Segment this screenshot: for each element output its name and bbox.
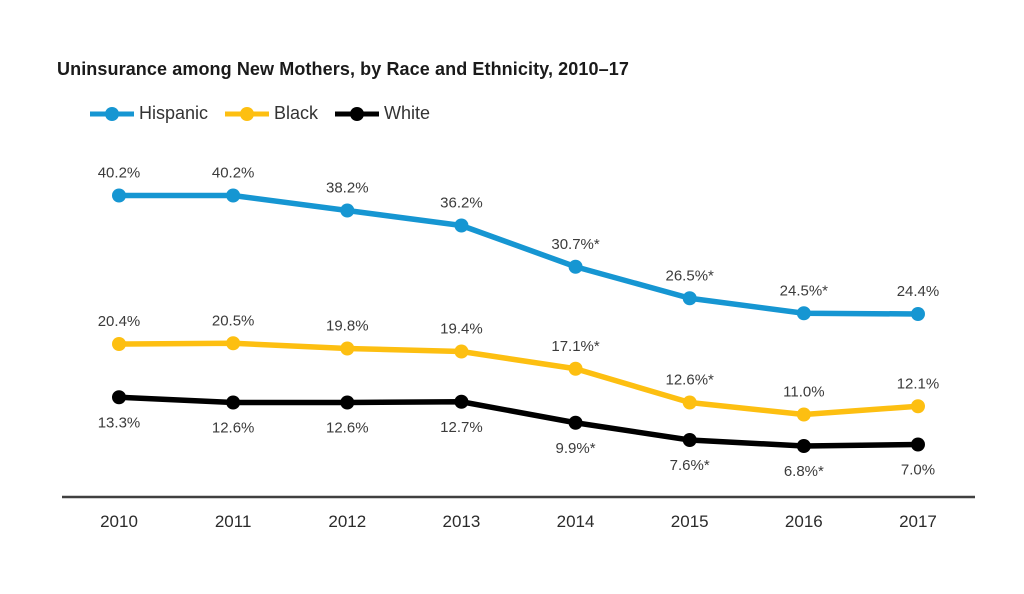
hispanic-legend-swatch-icon xyxy=(90,106,134,121)
black-data-label: 20.4% xyxy=(98,313,141,330)
white-line xyxy=(116,394,921,449)
white-data-point xyxy=(910,437,925,452)
hispanic-data-label: 36.2% xyxy=(440,195,483,212)
black-legend-swatch-icon xyxy=(225,106,270,121)
legend-item-white: White xyxy=(335,103,430,124)
white-data-point xyxy=(226,395,241,410)
x-axis-tick-label: 2015 xyxy=(671,512,709,531)
legend-item-black: Black xyxy=(225,103,318,124)
black-data-label: 12.1% xyxy=(897,375,940,392)
white-data-label: 12.6% xyxy=(212,420,255,437)
black-data-label: 17.1%* xyxy=(551,338,600,355)
white-data-label: 12.6% xyxy=(326,420,369,437)
hispanic-data-point xyxy=(454,218,469,233)
legend-label-black: Black xyxy=(274,103,319,123)
black-data-label: 11.0% xyxy=(783,384,824,401)
x-axis-tick-label: 2011 xyxy=(215,512,252,531)
black-data-point xyxy=(340,341,355,356)
white-data-label: 6.8%* xyxy=(784,463,824,480)
legend-item-hispanic: Hispanic xyxy=(90,103,208,124)
hispanic-data-label: 30.7%* xyxy=(551,236,600,253)
x-axis-tick-label: 2016 xyxy=(785,512,823,531)
white-data-point xyxy=(454,394,469,409)
black-data-point xyxy=(454,344,469,359)
hispanic-data-label: 40.2% xyxy=(212,165,255,182)
black-data-point xyxy=(910,399,925,414)
white-legend-swatch-icon xyxy=(335,106,380,121)
black-data-label: 19.4% xyxy=(440,321,483,338)
hispanic-data-label: 24.4% xyxy=(897,283,940,300)
white-data-point xyxy=(796,439,811,453)
x-axis-tick-label: 2012 xyxy=(328,512,366,531)
black-data-label: 12.6%* xyxy=(666,372,715,389)
chart-title: Uninsurance among New Mothers, by Race a… xyxy=(57,59,629,79)
legend: Hispanic Black White xyxy=(90,103,430,124)
x-axis-tick-label: 2014 xyxy=(557,512,595,531)
white-data-point xyxy=(682,433,697,447)
hispanic-data-label: 40.2% xyxy=(98,165,141,182)
black-data-point xyxy=(682,395,697,410)
legend-label-white: White xyxy=(384,103,431,123)
hispanic-data-point xyxy=(226,188,241,203)
hispanic-data-point xyxy=(112,188,126,203)
black-data-label: 19.8% xyxy=(326,318,369,335)
black-data-point xyxy=(226,336,241,351)
hispanic-data-label: 24.5%* xyxy=(780,282,829,299)
x-axis-tick-label: 2010 xyxy=(100,512,138,531)
white-data-label: 7.0% xyxy=(901,462,935,479)
white-data-label: 13.3% xyxy=(98,414,141,431)
hispanic-data-point xyxy=(910,307,925,321)
white-data-point xyxy=(568,415,583,430)
hispanic-data-point xyxy=(682,291,697,306)
legend-label-hispanic: Hispanic xyxy=(139,103,209,123)
black-data-point xyxy=(796,407,811,422)
white-data-label: 7.6%* xyxy=(670,457,710,474)
black-data-label: 20.5% xyxy=(212,312,255,329)
white-data-point xyxy=(112,390,126,405)
hispanic-data-label: 26.5%* xyxy=(666,267,715,284)
hispanic-data-point xyxy=(796,306,811,321)
black-data-point xyxy=(112,337,126,351)
hispanic-data-point xyxy=(340,203,355,218)
black-data-point xyxy=(568,361,583,376)
white-data-label: 9.9%* xyxy=(556,440,596,457)
x-axis-tick-label: 2013 xyxy=(443,512,481,531)
x-axis-tick-label: 2017 xyxy=(899,512,937,531)
hispanic-line xyxy=(116,192,921,317)
black-line xyxy=(116,340,921,418)
hispanic-data-label: 38.2% xyxy=(326,180,369,197)
white-data-point xyxy=(340,395,355,410)
hispanic-data-point xyxy=(568,259,583,274)
white-data-label: 12.7% xyxy=(440,419,483,436)
